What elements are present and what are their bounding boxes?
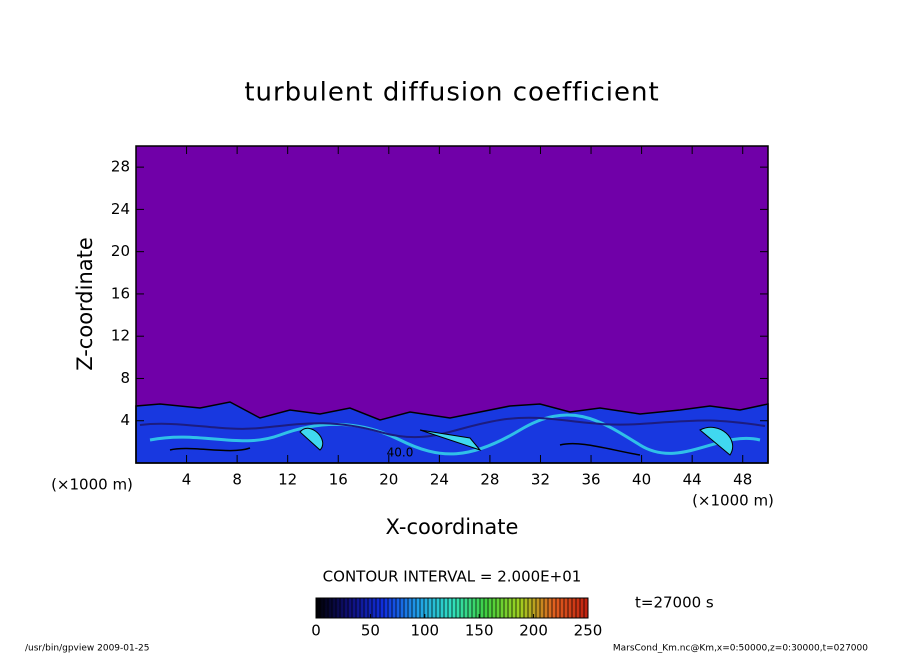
x-tick-label: 48: [733, 471, 752, 489]
x-tick-label: 36: [581, 471, 600, 489]
colorbar-tick-label: 250: [574, 622, 603, 640]
x-tick-label: 28: [480, 471, 499, 489]
y-axis-title: Z-coordinate: [73, 237, 97, 371]
x-axis-title: X-coordinate: [386, 515, 519, 539]
plot-frame: [135, 145, 769, 464]
turbulent-layer: [135, 401, 769, 464]
time-label: t=27000 s: [635, 594, 714, 612]
contour-label: 40.0: [387, 446, 414, 460]
x-tick-label: 12: [278, 471, 297, 489]
x-tick-label: 4: [182, 471, 192, 489]
x-unit: (×1000 m): [51, 476, 133, 494]
y-tick-label: 12: [111, 327, 130, 345]
y-tick-label: 4: [120, 411, 130, 429]
colorbar-tick-label: 0: [311, 622, 321, 640]
x-tick-label: 16: [329, 471, 348, 489]
x-tick-label: 44: [683, 471, 702, 489]
chart-title: turbulent diffusion coefficient: [244, 78, 659, 108]
colorbar-tick-label: 150: [465, 622, 494, 640]
contour-interval: CONTOUR INTERVAL = 2.000E+01: [323, 568, 582, 586]
y-unit: (×1000 m): [692, 492, 774, 510]
y-tick-label: 8: [120, 369, 130, 387]
colorbar-tick-label: 200: [519, 622, 548, 640]
x-tick-label: 32: [531, 471, 550, 489]
y-tick-label: 28: [111, 158, 130, 176]
colorbar-tick-label: 100: [410, 622, 439, 640]
y-tick-label: 24: [111, 200, 130, 218]
footer-right: MarsCond_Km.nc@Km,x=0:50000,z=0:30000,t=…: [613, 644, 868, 654]
y-tick-label: 20: [111, 242, 130, 260]
x-tick-label: 40: [632, 471, 651, 489]
x-tick-label: 24: [430, 471, 449, 489]
colorbar-tick-label: 50: [361, 622, 380, 640]
footer-left: /usr/bin/gpview 2009-01-25: [25, 644, 149, 654]
x-tick-label: 20: [379, 471, 398, 489]
x-tick-label: 8: [232, 471, 242, 489]
y-tick-label: 16: [111, 284, 130, 302]
